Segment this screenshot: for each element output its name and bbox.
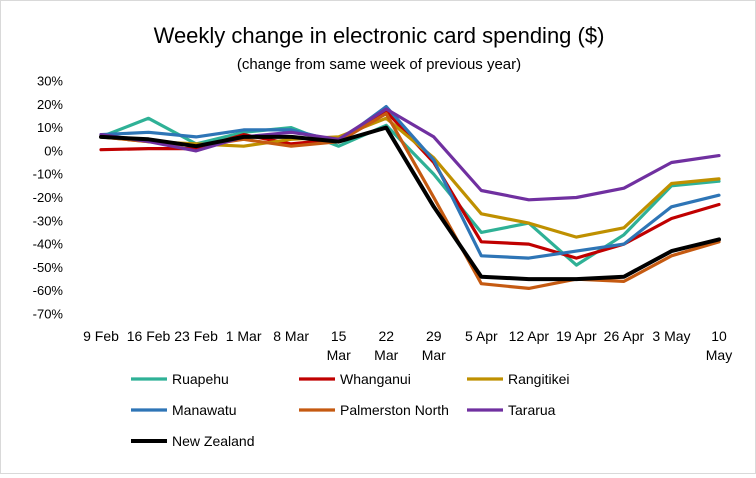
legend-label: Palmerston North [340, 402, 449, 418]
series-line-new-zealand [99, 125, 721, 282]
legend-item: Palmerston North [299, 402, 449, 418]
chart-title: Weekly change in electronic card spendin… [154, 23, 605, 48]
y-tick-label: 20% [37, 97, 63, 112]
legend-label: Ruapehu [172, 371, 229, 387]
x-tick-label: 8 Mar [273, 328, 309, 344]
legend: Ruapehu Whanganui Rangitikei Manawatu Palmer… [131, 371, 569, 449]
legend-item: Manawatu [131, 402, 237, 418]
series-line-manawatu [99, 104, 721, 260]
y-tick-label: 30% [37, 74, 63, 89]
x-tick-label: 16 Feb [127, 328, 171, 344]
legend-item: Rangitikei [467, 371, 569, 387]
y-tick-label: 10% [37, 120, 63, 135]
x-tick-label: 9 Feb [83, 328, 119, 344]
x-tick-label: 29 Mar [422, 328, 446, 363]
x-tick-label: 5 Apr [465, 328, 498, 344]
legend-label: Rangitikei [508, 371, 569, 387]
y-tick-label: -30% [33, 213, 64, 228]
x-tick-label: 19 Apr [556, 328, 597, 344]
y-tick-label: -40% [33, 237, 64, 252]
series-line-ruapehu [99, 116, 721, 267]
x-tick-label: 26 Apr [604, 328, 645, 344]
legend-item: New Zealand [131, 433, 255, 449]
series-line-tararua [99, 107, 721, 202]
x-tick-label: 10 May [706, 328, 732, 363]
legend-label: Whanganui [340, 371, 411, 387]
x-tick-label: 15 Mar [327, 328, 351, 363]
legend-label: Manawatu [172, 402, 237, 418]
plot-area [99, 104, 721, 290]
y-tick-label: -70% [33, 307, 64, 322]
y-tick-label: -20% [33, 190, 64, 205]
legend-item: Tararua [467, 402, 556, 418]
y-tick-label: 0% [44, 143, 63, 158]
y-tick-label: -10% [33, 167, 64, 182]
y-tick-label: -60% [33, 283, 64, 298]
legend-label: Tararua [508, 402, 556, 418]
y-axis: 30% 20% 10% 0% -10% -20% -30% -40% -50% -60% -70% [33, 74, 64, 322]
x-tick-label: 12 Apr [509, 328, 550, 344]
x-tick-label: 1 Mar [226, 328, 262, 344]
legend-item: Ruapehu [131, 371, 229, 387]
legend-label: New Zealand [172, 433, 255, 449]
x-tick-label: 3 May [652, 328, 690, 344]
chart-subtitle: (change from same week of previous year) [237, 56, 521, 73]
y-tick-label: -50% [33, 260, 64, 275]
x-tick-label: 23 Feb [174, 328, 218, 344]
x-axis: 9 Feb 16 Feb 23 Feb 1 Mar 8 Mar 15 Mar 22 Mar 29 M… [83, 328, 732, 363]
legend-item: Whanganui [299, 371, 411, 387]
x-tick-label: 22 Mar [374, 328, 398, 363]
